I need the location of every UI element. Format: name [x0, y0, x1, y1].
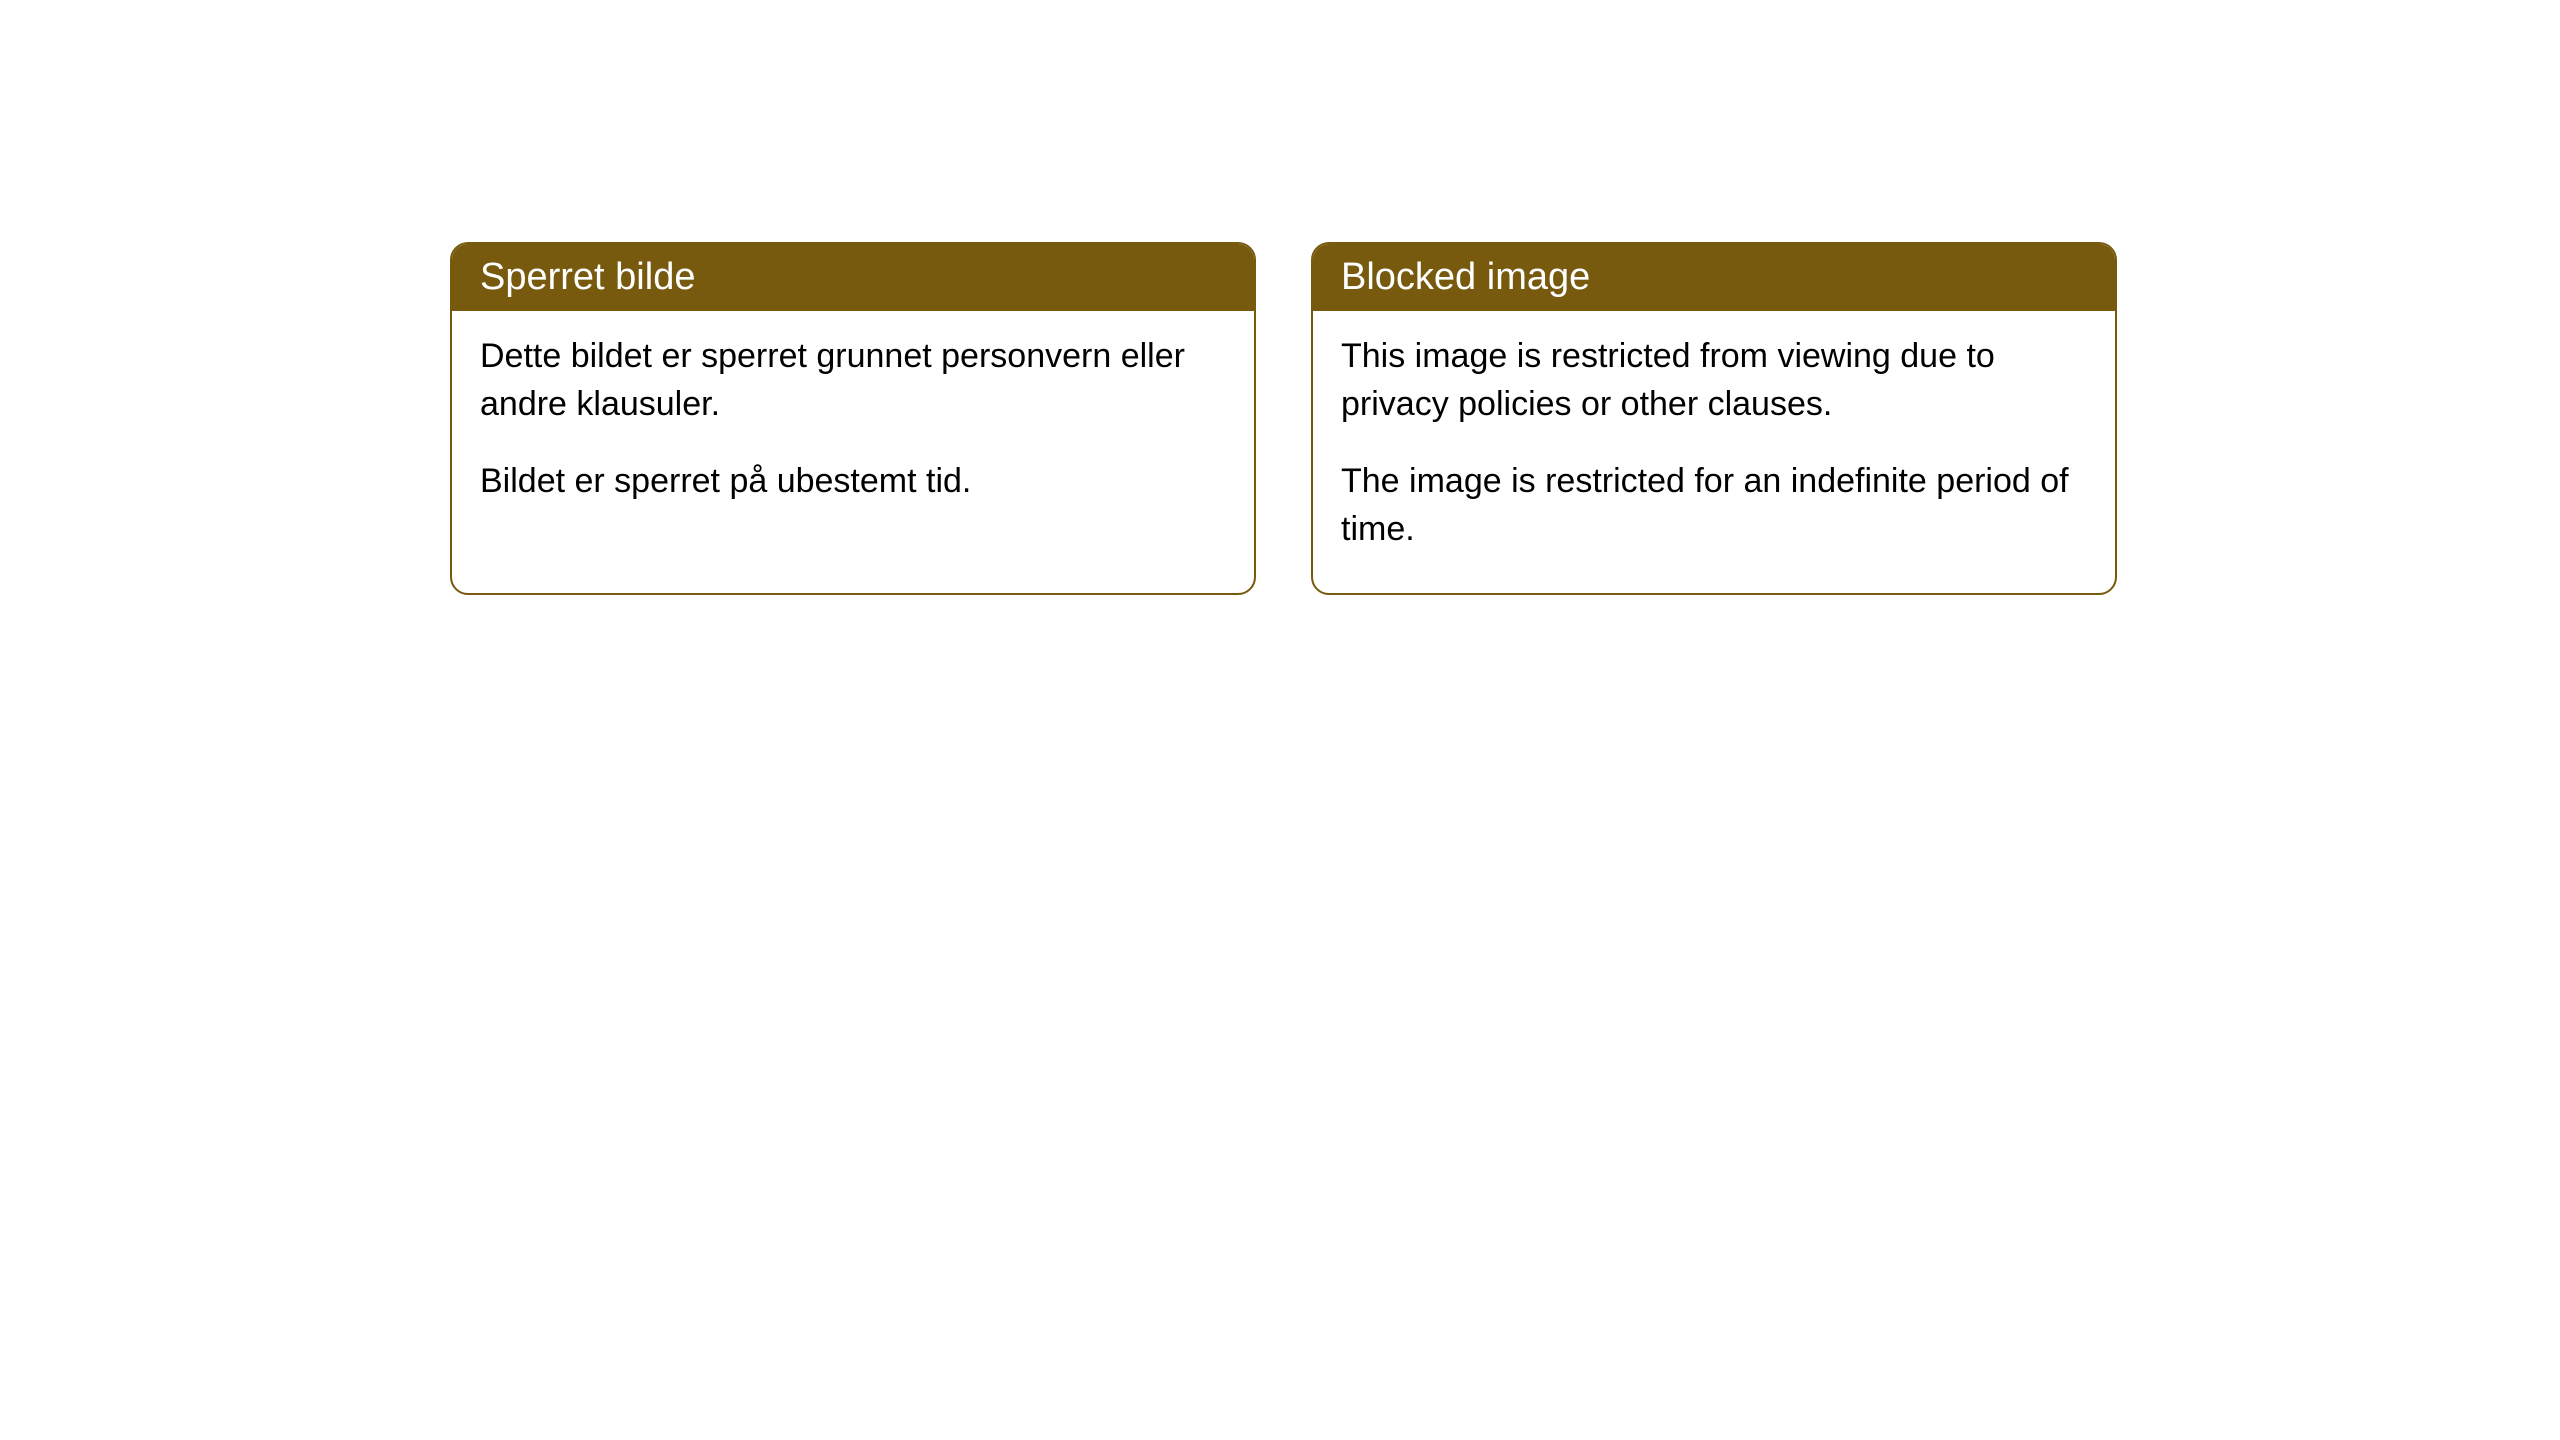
cards-container: Sperret bilde Dette bildet er sperret gr…: [450, 242, 2117, 595]
card-norwegian: Sperret bilde Dette bildet er sperret gr…: [450, 242, 1256, 595]
card-body-norwegian: Dette bildet er sperret grunnet personve…: [452, 311, 1254, 546]
card-text-norwegian-1: Dette bildet er sperret grunnet personve…: [480, 333, 1226, 428]
card-body-english: This image is restricted from viewing du…: [1313, 311, 2115, 593]
card-english: Blocked image This image is restricted f…: [1311, 242, 2117, 595]
card-header-english: Blocked image: [1313, 244, 2115, 311]
card-text-english-1: This image is restricted from viewing du…: [1341, 333, 2087, 428]
card-header-norwegian: Sperret bilde: [452, 244, 1254, 311]
card-text-english-2: The image is restricted for an indefinit…: [1341, 458, 2087, 553]
card-text-norwegian-2: Bildet er sperret på ubestemt tid.: [480, 458, 1226, 506]
